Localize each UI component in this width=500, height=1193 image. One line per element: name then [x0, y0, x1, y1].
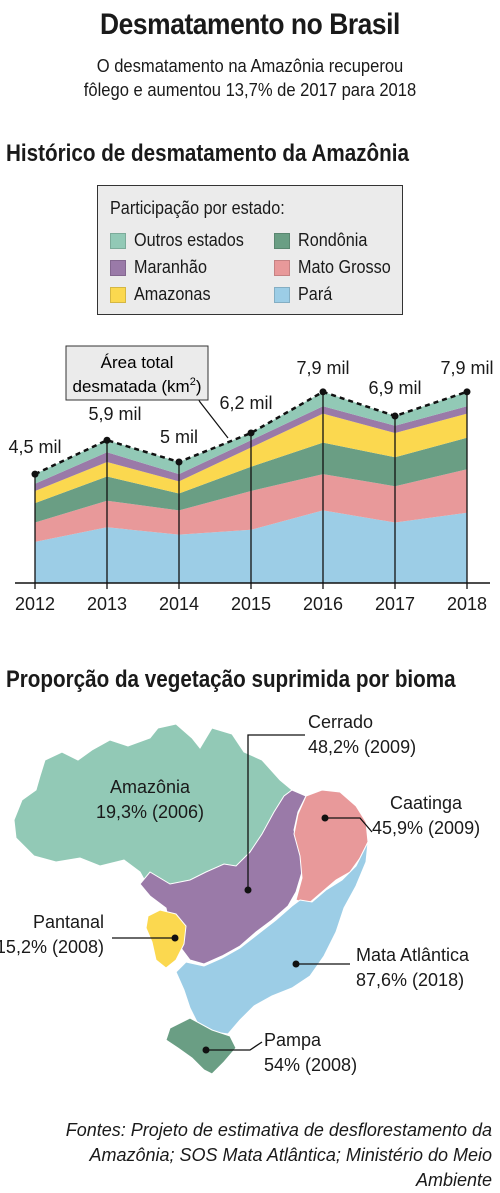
legend-swatch: [274, 286, 290, 303]
pampa-name: Pampa: [264, 1030, 322, 1050]
sources-footer: Fontes: Projeto de estimativa de desflor…: [12, 1118, 492, 1193]
pantanal-value: 15,2% (2008): [0, 937, 104, 957]
total-point: [103, 436, 111, 444]
legend-label: Pará: [298, 284, 333, 304]
legend-item-mato-grosso: Mato Grosso: [274, 257, 401, 278]
total-label: 7,9 mil: [296, 358, 349, 378]
legend-swatch: [110, 286, 126, 303]
cerrado-point: [244, 886, 252, 894]
legend-item-rondonia: Rondônia: [274, 230, 375, 251]
annotation-line-1: Área total: [101, 353, 174, 372]
x-tick-label: 2017: [375, 594, 415, 614]
caatinga-pointer: [325, 817, 373, 833]
legend-item-amazonas: Amazonas: [110, 284, 219, 305]
subtitle-line-2: fôlego e aumentou 13,7% de 2017 para 201…: [83, 80, 417, 100]
cerrado-value: 48,2% (2009): [308, 737, 416, 757]
biome-mata-atlantica: [175, 841, 369, 1035]
total-points: [31, 388, 471, 478]
caatinga-value: 45,9% (2009): [372, 818, 480, 838]
x-tick-label: 2018: [447, 594, 487, 614]
x-tick-label: 2016: [303, 594, 343, 614]
total-point: [319, 388, 327, 396]
sources-line-2: Amazônia; SOS Mata Atlântica; Ministério…: [89, 1145, 492, 1190]
legend-label: Mato Grosso: [298, 257, 391, 277]
total-label: 4,5 mil: [8, 437, 61, 457]
annotation-box: [65, 345, 209, 401]
sources-line-1: Fontes: Projeto de estimativa de desflor…: [65, 1120, 492, 1140]
map-title: Proporção da vegetação suprimida por bio…: [6, 666, 456, 693]
total-label: 6,2 mil: [219, 393, 272, 413]
mata-atlantica-value: 87,6% (2018): [356, 970, 464, 990]
map-pointers: [112, 734, 373, 1051]
x-tick-label: 2014: [159, 594, 199, 614]
legend-swatch: [110, 232, 126, 249]
pampa-value: 54% (2008): [264, 1055, 357, 1075]
legend-item-outros: Outros estados: [110, 230, 256, 251]
annotation: Área total desmatada (km2): [65, 345, 229, 439]
pampa-pointer: [206, 1041, 263, 1051]
total-label: 5 mil: [160, 427, 198, 447]
chart-legend: Participação por estado: Outros estados …: [97, 185, 403, 315]
annotation-line-2: desmatada (km2): [73, 376, 202, 396]
mata-atlantica-name: Mata Atlântica: [356, 945, 470, 965]
chart-title: Histórico de desmatamento da Amazônia: [6, 140, 409, 167]
biome-pampa: [165, 1017, 237, 1075]
total-point: [175, 458, 183, 466]
amazonia-value: 19,3% (2006): [96, 802, 204, 822]
total-label: 7,9 mil: [440, 358, 493, 378]
legend-label: Amazonas: [134, 284, 211, 304]
total-point: [247, 429, 255, 437]
x-tick-label: 2012: [15, 594, 55, 614]
legend-swatch: [274, 232, 290, 249]
page-subtitle: O desmatamento na Amazônia recuperou fôl…: [20, 54, 480, 102]
map-points: [171, 814, 329, 1054]
subtitle-line-1: O desmatamento na Amazônia recuperou: [96, 56, 404, 76]
year-dividers: [34, 391, 468, 589]
pantanal-point: [171, 934, 179, 942]
x-tick-label: 2013: [87, 594, 127, 614]
total-point: [463, 388, 471, 396]
legend-label: Outros estados: [134, 230, 244, 250]
x-axis-ticks: 2012 2013 2014 2015 2016 2017 2018: [15, 594, 487, 614]
total-labels: 4,5 mil 5,9 mil 5 mil 6,2 mil 7,9 mil 6,9 mil…: [8, 358, 493, 457]
legend-label: Rondônia: [298, 230, 368, 250]
cerrado-name: Cerrado: [308, 712, 373, 732]
total-point: [31, 470, 39, 478]
pantanal-name: Pantanal: [33, 912, 104, 932]
x-tick-label: 2015: [231, 594, 271, 614]
caatinga-point: [321, 814, 329, 822]
area-series-maranhão: [35, 406, 467, 491]
biome-map: Amazônia 19,3% (2006) Cerrado 48,2% (200…: [0, 712, 480, 1075]
total-point: [391, 412, 399, 420]
caatinga-name: Caatinga: [390, 793, 463, 813]
legend-label: Maranhão: [134, 257, 207, 277]
legend-title: Participação por estado:: [110, 198, 285, 218]
pampa-point: [202, 1046, 210, 1054]
biome-pantanal: [145, 909, 187, 969]
amazonia-name: Amazônia: [110, 777, 191, 797]
legend-swatch: [110, 259, 126, 276]
cerrado-pointer: [247, 734, 305, 890]
page-title: Desmatamento no Brasil: [100, 8, 400, 41]
total-label: 6,9 mil: [368, 378, 421, 398]
legend-swatch: [274, 259, 290, 276]
legend-item-maranhao: Maranhão: [110, 257, 215, 278]
mata-atlantica-point: [292, 960, 300, 968]
legend-item-para: Pará: [274, 284, 336, 305]
area-chart: 4,5 mil 5,9 mil 5 mil 6,2 mil 7,9 mil 6,9 mil…: [8, 345, 494, 614]
total-label: 5,9 mil: [88, 404, 141, 424]
